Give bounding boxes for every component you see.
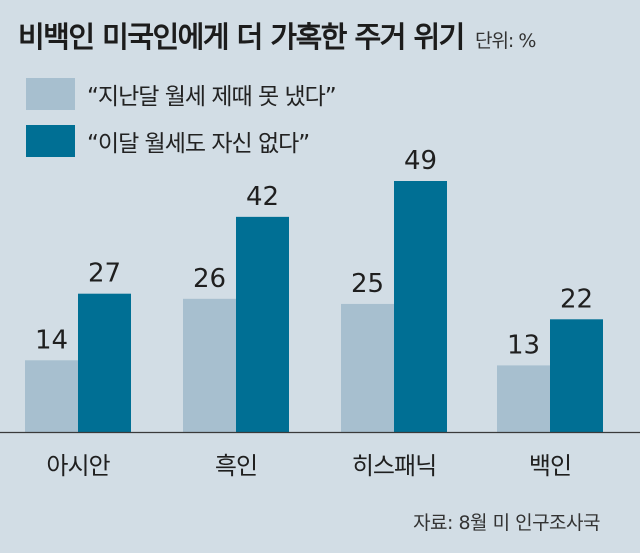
legend-label-last-month: “지난달 월세 제때 못 냈다” bbox=[87, 84, 337, 110]
category-label-3: 백인 bbox=[529, 452, 571, 480]
data-label-this-month-2: 49 bbox=[404, 146, 437, 176]
category-label-2: 히스패닉 bbox=[352, 452, 436, 480]
data-label-this-month-1: 42 bbox=[246, 182, 279, 212]
category-label-0: 아시안 bbox=[46, 452, 110, 480]
legend-item-last-month: “지난달 월세 제때 못 냈다” bbox=[26, 78, 337, 110]
data-label-last-month-0: 14 bbox=[35, 325, 68, 355]
data-label-last-month-2: 25 bbox=[351, 269, 384, 299]
bar-this-month-0 bbox=[78, 293, 131, 432]
legend-swatch-this-month bbox=[26, 125, 75, 157]
category-label-1: 흑인 bbox=[215, 452, 257, 480]
bar-last-month-2 bbox=[341, 303, 394, 432]
data-label-this-month-3: 22 bbox=[560, 284, 593, 314]
bar-last-month-3 bbox=[497, 365, 550, 432]
source-note: 자료: 8월 미 인구조사국 bbox=[413, 512, 600, 534]
legend: “지난달 월세 제때 못 냈다” “이달 월세도 자신 없다” bbox=[26, 78, 337, 172]
chart-header: 비백인 미국인에게 더 가혹한 주거 위기 단위: % bbox=[18, 14, 536, 56]
bar-last-month-1 bbox=[183, 298, 236, 432]
legend-label-this-month: “이달 월세도 자신 없다” bbox=[87, 131, 310, 157]
bar-last-month-0 bbox=[25, 360, 78, 432]
legend-item-this-month: “이달 월세도 자신 없다” bbox=[26, 125, 336, 157]
data-label-this-month-0: 27 bbox=[88, 259, 121, 289]
unit-label: 단위: % bbox=[474, 30, 536, 52]
bar-this-month-1 bbox=[236, 216, 289, 432]
bar-this-month-3 bbox=[550, 319, 603, 432]
chart-title: 비백인 미국인에게 더 가혹한 주거 위기 bbox=[18, 20, 465, 54]
data-label-last-month-3: 13 bbox=[507, 330, 540, 360]
legend-swatch-last-month bbox=[26, 78, 75, 110]
bar-this-month-2 bbox=[394, 181, 447, 432]
data-label-last-month-1: 26 bbox=[193, 264, 226, 294]
